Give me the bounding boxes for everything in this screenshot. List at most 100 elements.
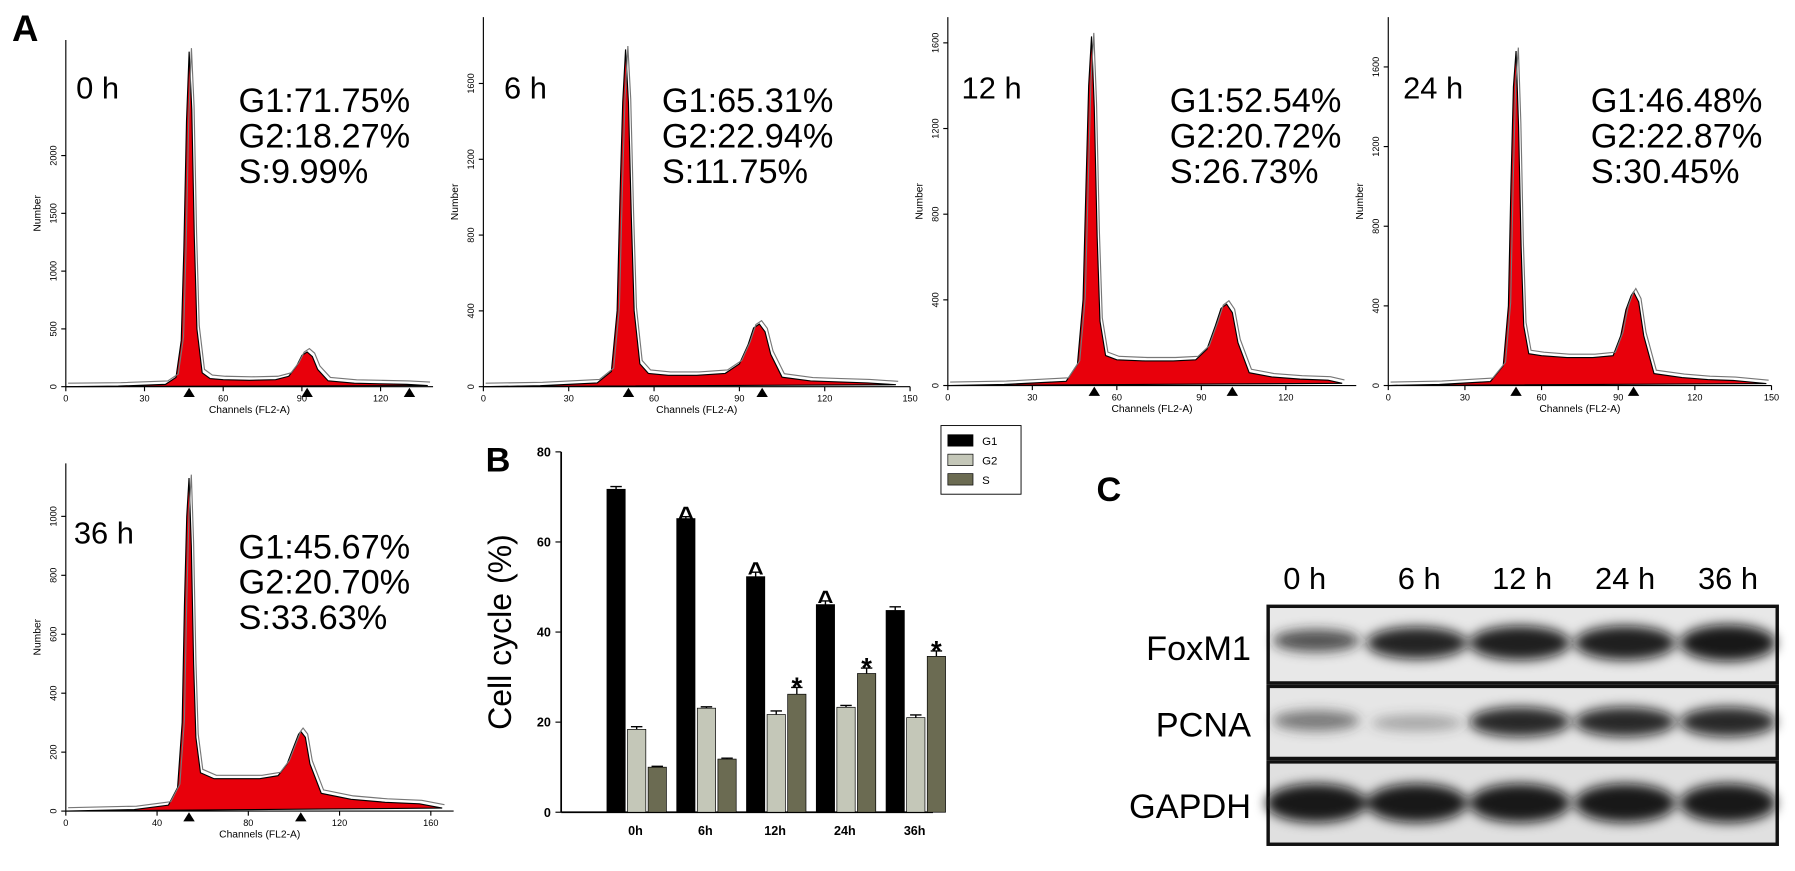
x-tick-label: 0: [945, 392, 950, 402]
time-label: 0 h: [76, 70, 119, 105]
band: [1469, 625, 1571, 661]
x-tick-label: 120: [1278, 392, 1293, 402]
time-label: 6 h: [504, 70, 547, 105]
histogram-outline-shadow: [68, 48, 431, 384]
x-axis-label: Channels (FL2-A): [209, 405, 290, 416]
x-tick-label: 120: [332, 818, 347, 828]
y-tick-label: 20: [537, 716, 551, 730]
y-tick-label: 1500: [49, 203, 59, 223]
phase-stat: G1:52.54%: [1170, 82, 1342, 120]
x-tick-label: 30: [1027, 392, 1037, 402]
lane-label: 36 h: [1698, 561, 1758, 596]
band: [1679, 783, 1777, 823]
significance-mark: ^: [817, 585, 833, 616]
bar: [746, 576, 766, 813]
y-tick-label: 1600: [1371, 57, 1381, 77]
x-tick-label: 90: [734, 394, 744, 404]
x-tick-label: 160: [423, 818, 438, 828]
legend-label: S: [982, 475, 990, 487]
gate-marker: [1627, 386, 1640, 396]
histogram-outline: [65, 478, 443, 812]
y-tick-label: 2000: [49, 145, 59, 165]
x-axis-label: Channels (FL2-A): [1111, 404, 1192, 415]
gate-marker: [622, 387, 635, 397]
gate-marker: [756, 387, 768, 397]
bar: [885, 610, 905, 813]
y-axis-label: Number: [450, 183, 461, 220]
x-tick-label: 40: [152, 818, 162, 828]
y-tick-label: 0: [466, 384, 476, 389]
x-tick-label: 6h: [698, 824, 713, 838]
lane-label: 6 h: [1398, 561, 1441, 596]
x-tick-label: 60: [1536, 392, 1546, 402]
row-label: FoxM1: [1146, 630, 1251, 668]
y-tick-label: 0: [49, 809, 59, 814]
y-tick-label: 1200: [466, 149, 476, 169]
phase-stat: G1:71.75%: [239, 82, 411, 120]
error-bar: [930, 650, 943, 657]
phase-stat: S:26.73%: [1170, 153, 1319, 191]
histogram-outline-shadow: [68, 474, 445, 809]
error-bar: [610, 485, 622, 490]
blot: [1265, 604, 1779, 846]
error-bar: [889, 606, 901, 611]
phase-stat: S:30.45%: [1591, 153, 1740, 191]
row-label: GAPDH: [1129, 788, 1251, 826]
x-tick-label: 36h: [904, 824, 926, 838]
x-tick-label: 0: [63, 818, 68, 828]
error-bar: [860, 667, 873, 674]
bar: [815, 604, 835, 813]
y-axis-label: Number: [915, 182, 926, 219]
y-tick-label: 800: [466, 227, 476, 242]
y-tick-label: 600: [49, 627, 59, 642]
x-tick-label: 90: [1613, 392, 1623, 402]
phase-stat: S:11.75%: [662, 153, 808, 191]
x-tick-label: 0h: [628, 824, 643, 838]
error-bar: [840, 704, 852, 708]
x-tick-label: 12h: [764, 824, 786, 838]
phase-stat: G2:22.87%: [1591, 118, 1763, 156]
band: [1469, 706, 1571, 737]
band: [1272, 629, 1360, 653]
histogram-outline: [1388, 50, 1767, 387]
legend-swatch: [947, 453, 974, 466]
x-tick-label: 120: [373, 394, 388, 404]
gate-marker: [295, 812, 307, 822]
gate-marker: [301, 387, 313, 397]
x-tick-label: 60: [218, 394, 228, 404]
x-tick-label: 90: [297, 394, 307, 404]
bar: [766, 714, 786, 813]
x-tick-label: 30: [139, 394, 149, 404]
phase-stat: S:33.63%: [239, 599, 388, 637]
x-tick-label: 30: [564, 394, 574, 404]
band: [1469, 783, 1571, 823]
gate-marker: [183, 387, 195, 397]
time-label: 12 h: [962, 70, 1022, 105]
x-tick-label: 150: [902, 394, 917, 404]
y-tick-label: 400: [931, 292, 941, 307]
lane-label: 0 h: [1283, 561, 1326, 596]
y-tick-label: 400: [1371, 298, 1381, 313]
x-tick-label: 60: [1112, 392, 1122, 402]
phase-stat: G2:18.27%: [239, 118, 411, 156]
x-tick-label: 24h: [834, 824, 856, 838]
error-bar: [791, 686, 803, 695]
lane-label: 12 h: [1492, 561, 1552, 596]
error-bar: [770, 710, 782, 715]
x-tick-label: 60: [649, 394, 659, 404]
y-tick-label: 0: [931, 383, 941, 388]
y-tick-label: 1600: [931, 33, 941, 53]
panel-label: C: [1097, 471, 1122, 509]
gate-marker: [1088, 386, 1101, 396]
bar: [606, 488, 626, 813]
legend-swatch: [947, 473, 974, 486]
y-tick-label: 400: [466, 303, 476, 318]
legend-swatch: [947, 434, 974, 447]
band: [1679, 706, 1777, 737]
band: [1679, 624, 1777, 662]
y-tick-label: 1000: [49, 261, 59, 281]
error-bar: [700, 706, 713, 709]
x-tick-label: 0: [63, 394, 68, 404]
error-bar: [651, 765, 663, 768]
